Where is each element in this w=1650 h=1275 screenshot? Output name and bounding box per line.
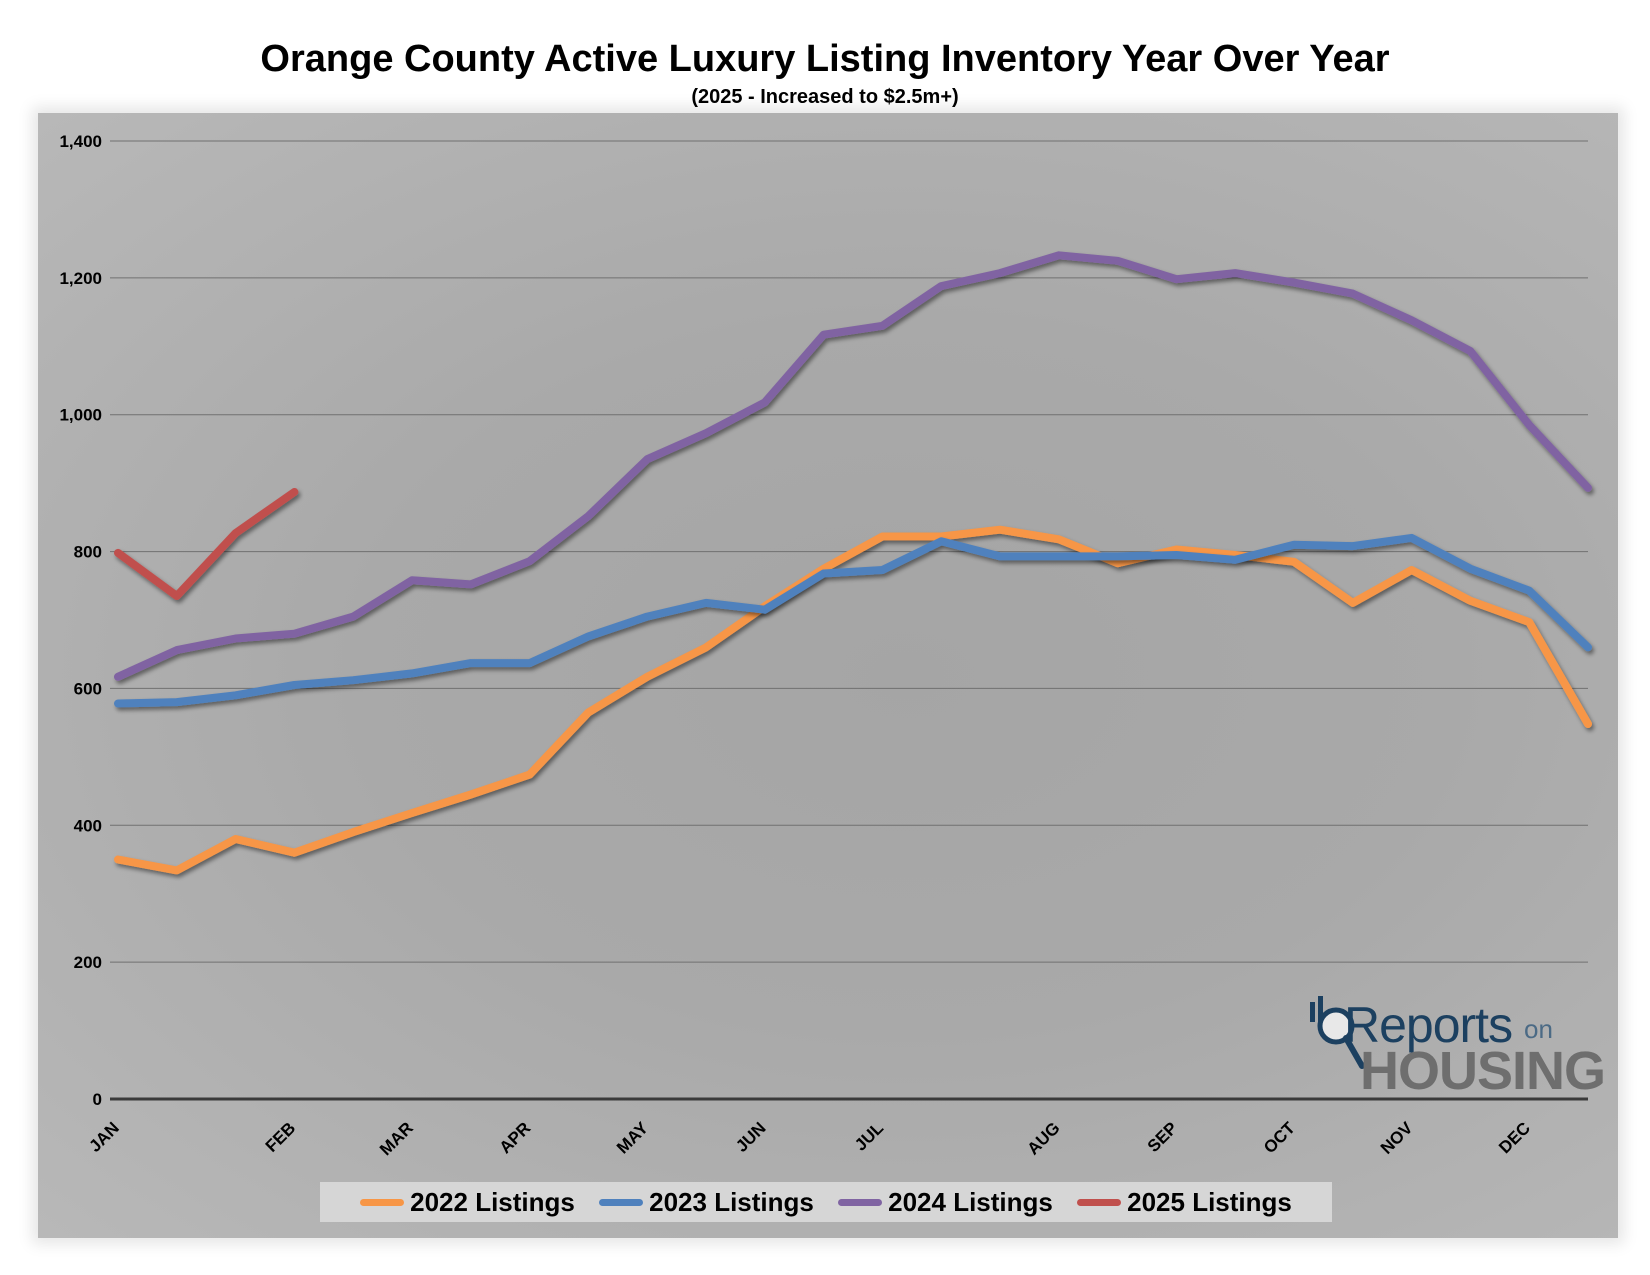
legend-swatch-2024 <box>838 1198 883 1206</box>
legend: 2022 Listings 2023 Listings 2024 Listing… <box>320 1182 1332 1222</box>
y-tick-label: 1,400 <box>59 132 102 151</box>
magnifier-icon <box>1310 996 1365 1069</box>
logo-on-text: on <box>1524 1014 1553 1044</box>
legend-swatch-2023 <box>599 1198 644 1206</box>
legend-label-2025: 2025 Listings <box>1127 1186 1292 1217</box>
y-tick-label: 1,000 <box>59 406 102 425</box>
y-tick-label: 200 <box>74 953 102 972</box>
x-tick-label: JUN <box>732 1118 769 1155</box>
legend-item-2024: 2024 Listings <box>838 1187 1053 1218</box>
y-tick-label: 400 <box>74 816 102 835</box>
logo-housing-text: HOUSING <box>1360 1041 1606 1101</box>
legend-label-2023: 2023 Listings <box>649 1186 814 1217</box>
x-tick-label: JAN <box>85 1118 122 1155</box>
y-tick-label: 1,200 <box>59 269 102 288</box>
logo-reports-text: Reports <box>1344 997 1513 1053</box>
y-tick-label: 0 <box>93 1090 102 1109</box>
x-axis-ticks: JAN FEB MAR APR MAY JUN JUL AUG SEP OCT NOV DEC <box>85 1118 1534 1159</box>
reports-on-housing-logo: Reports on HOUSING <box>1306 996 1606 1101</box>
y-tick-label: 600 <box>74 679 102 698</box>
x-tick-label: AUG <box>1023 1118 1063 1158</box>
y-tick-label: 800 <box>74 543 102 562</box>
legend-item-2025: 2025 Listings <box>1077 1187 1292 1218</box>
x-tick-label: DEC <box>1495 1118 1534 1157</box>
series-line-2023 <box>114 533 1592 708</box>
x-tick-label: SEP <box>1144 1118 1181 1155</box>
legend-label-2022: 2022 Listings <box>410 1186 575 1217</box>
x-tick-label: FEB <box>262 1118 299 1155</box>
series-line-2022 <box>114 525 1592 875</box>
legend-item-2023: 2023 Listings <box>599 1187 814 1218</box>
y-axis-ticks: 0 200 400 600 800 1,000 1,200 1,400 <box>59 132 102 1109</box>
legend-swatch-2022 <box>360 1198 405 1206</box>
chart-title: Orange County Active Luxury Listing Inve… <box>260 38 1390 80</box>
x-tick-label: APR <box>496 1118 535 1157</box>
x-tick-label: OCT <box>1260 1118 1299 1157</box>
x-tick-label: MAR <box>376 1118 417 1159</box>
series-line-2024 <box>114 251 1592 681</box>
x-tick-label: NOV <box>1377 1118 1417 1158</box>
legend-item-2022: 2022 Listings <box>360 1187 575 1218</box>
series-line-2025 <box>114 488 299 600</box>
x-tick-label: JUL <box>851 1118 887 1154</box>
legend-label-2024: 2024 Listings <box>888 1186 1053 1217</box>
x-tick-label: MAY <box>613 1118 653 1158</box>
legend-swatch-2025 <box>1077 1198 1122 1206</box>
gridlines <box>110 140 1588 1101</box>
chart-subtitle: (2025 - Increased to $2.5m+) <box>691 86 959 108</box>
series-lines <box>114 251 1592 875</box>
